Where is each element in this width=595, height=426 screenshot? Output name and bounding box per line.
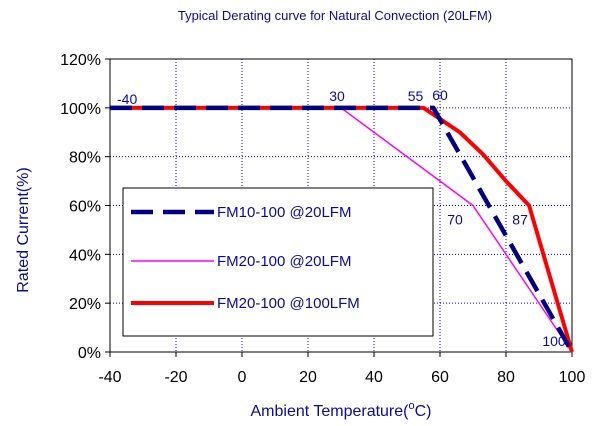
annotations: -40 30 55 60 70 87 100 bbox=[117, 87, 566, 349]
x-axis-label-degree: o bbox=[408, 400, 414, 412]
ticks: -40 -20 0 20 40 60 80 100 0% 20% 40% 60% 80% 100% 120% bbox=[60, 52, 585, 386]
series-layer bbox=[110, 105, 574, 354]
annotation-label: 87 bbox=[512, 212, 528, 228]
legend-label: FM20-100 @100LFM bbox=[217, 295, 360, 312]
legend: FM10-100 @20LFM FM20-100 @20LFM FM20-100 @… bbox=[122, 187, 434, 337]
y-tick-label: 40% bbox=[69, 247, 101, 264]
annotation-label: 30 bbox=[329, 88, 345, 104]
legend-label: FM20-100 @20LFM bbox=[217, 253, 351, 270]
annotation-label: 100 bbox=[542, 333, 566, 349]
x-tick-label: 80 bbox=[497, 369, 515, 386]
x-tick-label: 60 bbox=[431, 369, 449, 386]
annotation-label: -40 bbox=[117, 91, 137, 107]
x-tick-label: 100 bbox=[559, 369, 586, 386]
annotation-label: 55 bbox=[408, 88, 424, 104]
y-axis-label: Rated Current(%) bbox=[15, 167, 32, 292]
x-tick-label: -40 bbox=[98, 369, 121, 386]
x-tick-label: -20 bbox=[164, 369, 187, 386]
annotation-label: 60 bbox=[432, 87, 448, 103]
x-tick-label: 40 bbox=[365, 369, 383, 386]
y-tick-label: 20% bbox=[69, 296, 101, 313]
annotation-label: 70 bbox=[447, 212, 463, 228]
y-tick-label: 80% bbox=[69, 150, 101, 167]
series-line-0 bbox=[110, 105, 574, 354]
y-tick-label: 60% bbox=[69, 199, 101, 216]
legend-label: FM10-100 @20LFM bbox=[217, 204, 351, 221]
chart-title: Typical Derating curve for Natural Conve… bbox=[178, 8, 492, 23]
y-tick-label: 120% bbox=[60, 52, 101, 69]
x-tick-label: 0 bbox=[238, 369, 247, 386]
x-tick-label: 20 bbox=[299, 369, 317, 386]
x-axis-label: Ambient Temperature(oC) bbox=[250, 400, 431, 420]
series-line-2 bbox=[110, 105, 574, 353]
x-axis-label-unit: C) bbox=[415, 403, 432, 420]
x-axis-label-main: Ambient Temperature( bbox=[250, 403, 409, 420]
y-tick-label: 100% bbox=[60, 101, 101, 118]
y-tick-label: 0% bbox=[78, 345, 101, 362]
